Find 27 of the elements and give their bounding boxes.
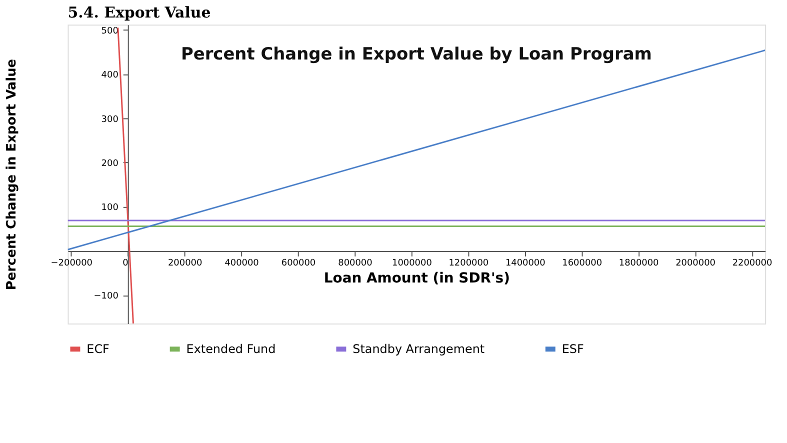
legend-label: Extended Fund [186, 342, 276, 356]
y-tick-label: 100 [101, 203, 119, 214]
text: Percent Change in Export Value by Loan Program [180, 43, 652, 64]
x-tick-label: 1200000 [448, 258, 489, 268]
y-tick-label: 300 [101, 114, 119, 125]
y-tick-label: −100 [94, 292, 119, 302]
legend-label: ECF [86, 342, 110, 356]
y-tick-label: 400 [101, 70, 119, 81]
legend-label: Standby Arrangement [352, 342, 485, 356]
x-tick-label: 0 [122, 258, 129, 268]
x-tick-label: 2200000 [732, 258, 772, 268]
x-tick-label: 1800000 [618, 258, 660, 268]
x-tick-label: 1600000 [562, 258, 602, 268]
y-tick-label: 500 [101, 26, 119, 36]
x-tick-label: 1400000 [505, 258, 546, 268]
x-tick-label: 800000 [338, 258, 373, 268]
x-tick-label: 200000 [168, 258, 202, 268]
x-tick-label: 400000 [224, 258, 260, 268]
y-axis-title: Percent Change in Export Value [4, 58, 20, 290]
legend-label: ESF [562, 342, 584, 356]
y-tick-label: 200 [101, 159, 119, 170]
x-tick-label: 2000000 [676, 258, 716, 268]
x-tick-label: 600000 [281, 258, 316, 268]
x-tick-label: 1000000 [392, 258, 432, 268]
x-tick-label: −200000 [50, 258, 93, 268]
x-axis-title: Loan Amount (in SDR's) [324, 270, 510, 286]
text: 5.4. Export Value [68, 4, 211, 22]
